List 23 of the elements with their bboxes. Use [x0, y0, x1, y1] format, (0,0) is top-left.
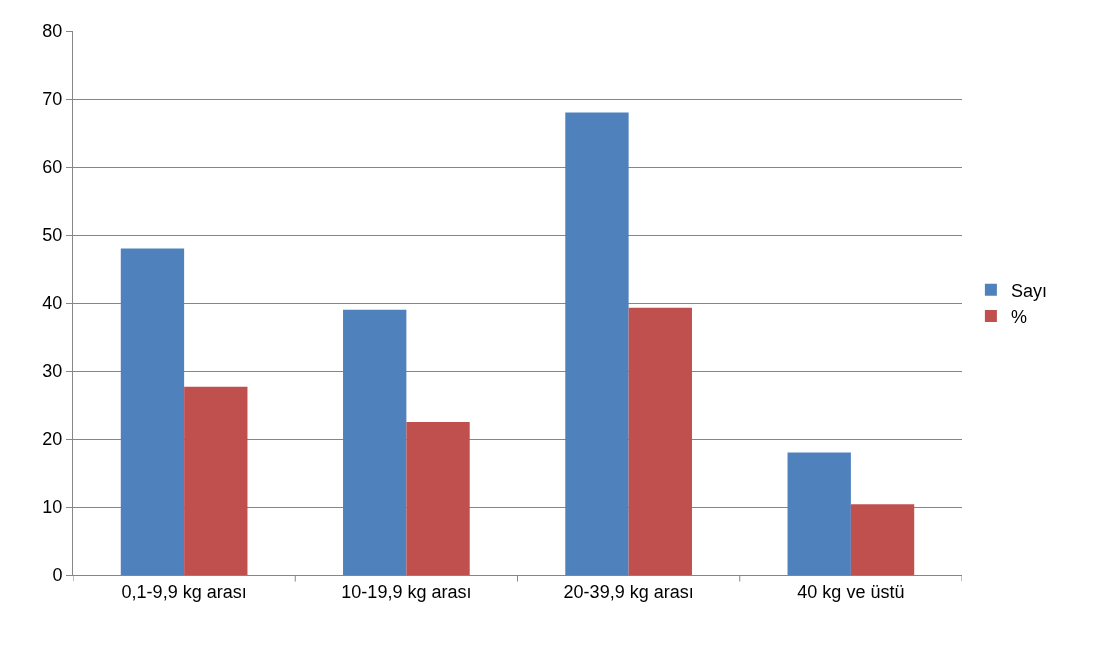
x-tick-label: 10-19,9 kg arası [341, 581, 472, 602]
y-tick-label: 0 [52, 565, 63, 586]
y-tick-label: 10 [42, 497, 63, 518]
bar [628, 307, 692, 575]
y-tick-label: 80 [42, 21, 63, 42]
bar [343, 309, 407, 575]
x-tick-label: 0,1-9,9 kg arası [121, 581, 247, 602]
legend-label: Sayı [1010, 280, 1047, 301]
bar [406, 422, 470, 575]
bar [565, 112, 629, 575]
bar [184, 386, 248, 575]
y-tick-label: 70 [42, 89, 63, 110]
bar [850, 504, 915, 575]
bar [120, 248, 185, 575]
y-tick-label: 20 [42, 429, 63, 450]
y-tick-label: 60 [42, 157, 63, 178]
legend-label: % [1010, 307, 1027, 328]
x-tick-label: 40 kg ve üstü [797, 581, 905, 602]
y-tick-label: 40 [42, 293, 63, 314]
x-tick-label: 20-39,9 kg arası [563, 581, 694, 602]
y-tick-label: 30 [42, 361, 63, 382]
y-tick-label: 50 [42, 225, 63, 246]
bar [787, 452, 851, 575]
